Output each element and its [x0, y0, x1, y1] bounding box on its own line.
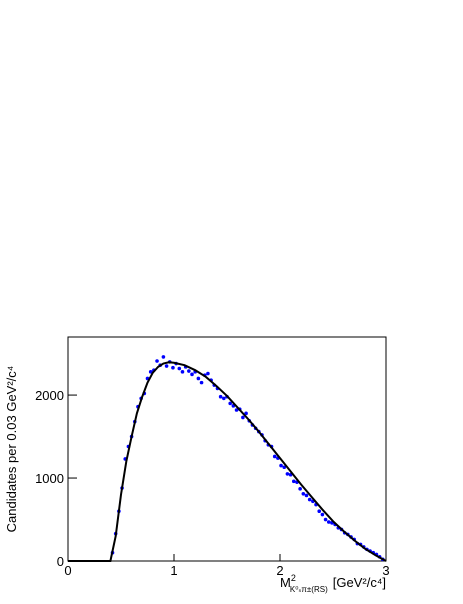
- data-point: [177, 366, 182, 371]
- data-point: [148, 370, 153, 374]
- data-point: [307, 497, 312, 502]
- x-label-unit: [GeV²/c⁴]: [333, 575, 386, 590]
- data-point: [187, 369, 191, 373]
- x-tick-label: 1: [170, 563, 177, 578]
- data-point: [285, 472, 290, 476]
- data-point: [244, 411, 248, 416]
- data-point: [199, 380, 204, 385]
- data-point: [206, 371, 210, 376]
- data-point: [282, 465, 287, 470]
- data-point: [298, 487, 302, 491]
- data-point: [180, 370, 185, 374]
- data-point: [323, 517, 328, 522]
- x-label-sub: K⁰ₛπ±(RS): [290, 585, 328, 594]
- data-point: [291, 479, 296, 484]
- data-point: [196, 376, 201, 381]
- data-point: [326, 520, 331, 524]
- x-label-base: M: [280, 575, 291, 590]
- data-point: [222, 396, 226, 401]
- data-point: [301, 492, 306, 496]
- y-axis-label: Candidates per 0.03 GeV²/c⁴: [4, 366, 19, 533]
- y-tick-label: 2000: [35, 388, 64, 403]
- plot-frame: [67, 336, 387, 562]
- data-point: [155, 359, 159, 363]
- data-point: [190, 372, 194, 377]
- data-point: [234, 408, 239, 412]
- data-point: [304, 493, 309, 498]
- x-tick-label: 0: [64, 563, 71, 578]
- fit-curve: [68, 361, 387, 562]
- y-tick-label: 0: [57, 554, 64, 569]
- y-tick-label: 1000: [35, 471, 64, 486]
- data-point: [279, 463, 283, 468]
- data-point: [164, 364, 169, 368]
- x-axis-label: M2 K⁰ₛπ±(RS) [GeV²/c⁴]: [280, 573, 386, 594]
- data-point: [317, 509, 322, 514]
- data-point: [272, 454, 277, 459]
- data-point: [161, 355, 166, 359]
- x-label-sup: 2: [291, 573, 296, 583]
- data-point: [171, 365, 175, 370]
- data-point: [218, 394, 223, 399]
- data-point: [228, 401, 232, 406]
- data-point: [241, 415, 245, 420]
- data-point: [320, 512, 325, 517]
- x-tick-label: 2: [276, 563, 283, 578]
- x-tick-label: 3: [382, 563, 389, 578]
